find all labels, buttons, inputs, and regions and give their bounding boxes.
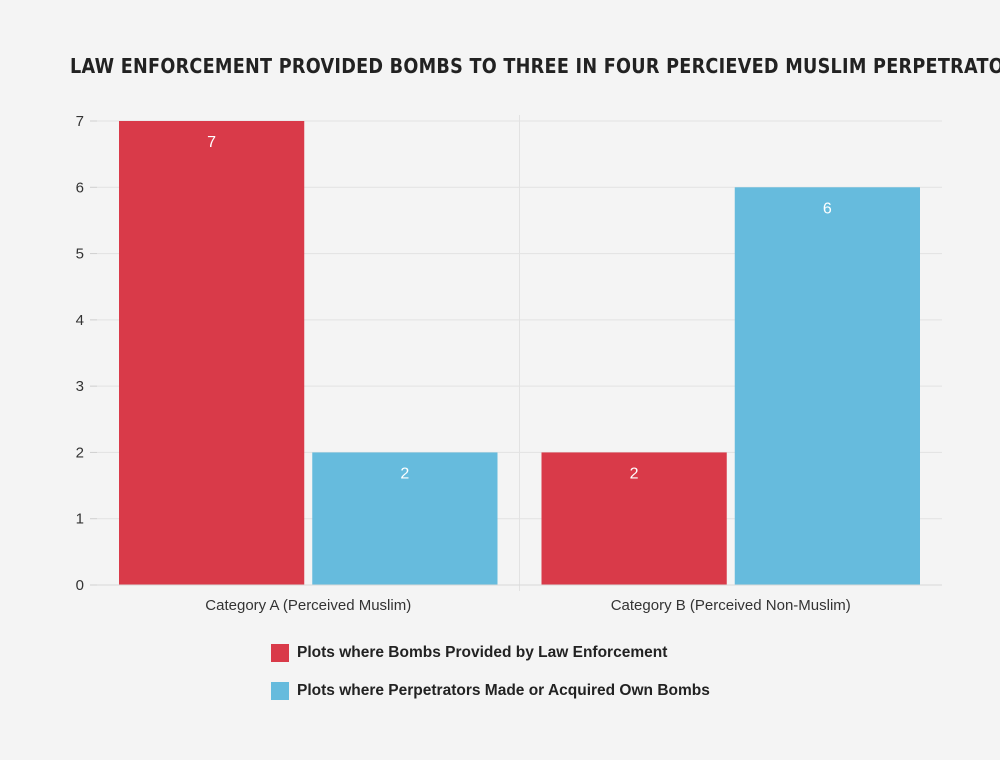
y-tick-label: 3 xyxy=(76,378,84,395)
bar-law-enforcement xyxy=(541,452,727,585)
legend-label: Plots where Bombs Provided by Law Enforc… xyxy=(297,644,668,661)
data-label: 7 xyxy=(207,134,216,151)
y-tick-label: 7 xyxy=(76,113,84,130)
legend-swatch-blue xyxy=(271,682,289,700)
legend: Plots where Bombs Provided by Law Enforc… xyxy=(271,640,710,716)
axes: 0 1 2 3 4 5 6 7 Category A (Perceived Muslim) Cat… xyxy=(76,113,942,614)
bar-law-enforcement xyxy=(119,121,305,585)
y-tick-label: 0 xyxy=(76,577,84,594)
legend-swatch-red xyxy=(271,644,289,662)
data-label: 2 xyxy=(400,465,409,482)
data-label: 2 xyxy=(630,465,639,482)
bar-own-bombs xyxy=(734,187,920,586)
legend-item-own-bombs: Plots where Perpetrators Made or Acquire… xyxy=(271,678,710,704)
y-tick-label: 1 xyxy=(76,511,84,528)
y-tick-label: 6 xyxy=(76,179,84,196)
legend-item-law-enforcement: Plots where Bombs Provided by Law Enforc… xyxy=(271,640,710,666)
data-labels: 7 2 2 6 xyxy=(207,134,832,482)
chart-title: LAW ENFORCEMENT PROVIDED BOMBS TO THREE … xyxy=(70,54,1000,78)
x-category-label: Category A (Perceived Muslim) xyxy=(205,597,411,614)
y-tick-label: 4 xyxy=(76,312,84,329)
x-category-label: Category B (Perceived Non-Muslim) xyxy=(611,597,851,614)
y-tick-label: 5 xyxy=(76,246,84,263)
data-label: 6 xyxy=(823,200,832,217)
legend-label: Plots where Perpetrators Made or Acquire… xyxy=(297,682,710,699)
bar-own-bombs xyxy=(312,452,498,585)
y-tick-label: 2 xyxy=(76,444,84,461)
bars xyxy=(119,121,920,586)
